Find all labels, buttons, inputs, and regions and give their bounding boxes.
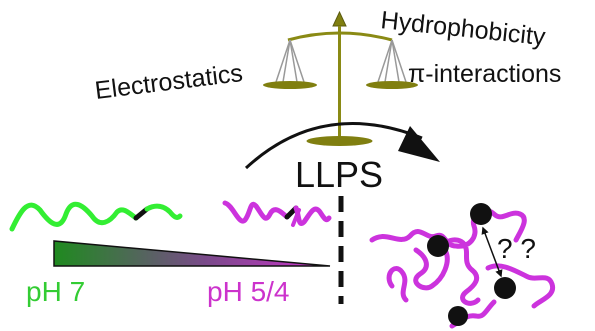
llps-arrow-curve [244, 122, 423, 170]
label-ph7: pH 7 [26, 276, 85, 307]
label-hydrophobicity: Hydrophobicity [379, 6, 547, 51]
right-pan [366, 39, 418, 89]
condensate: ? ? [369, 203, 556, 329]
magenta-chain [222, 200, 332, 227]
hydrophobic-bead-left [427, 235, 449, 257]
llps-arrow-head [398, 126, 440, 162]
left-pan [263, 39, 317, 89]
llps-arrow: LLPS [244, 122, 440, 195]
balance-base [306, 136, 373, 146]
ph-gradient: pH 7 pH 5/4 [26, 240, 331, 307]
green-chain [9, 201, 183, 232]
label-ph54: pH 5/4 [207, 276, 290, 307]
label-llps: LLPS [295, 154, 383, 195]
interaction-arrow [481, 226, 503, 278]
hydrophobic-bead-top [470, 203, 492, 225]
hydrophobic-bead-right [494, 277, 516, 299]
label-electrostatics: Electrostatics [93, 59, 244, 105]
label-question-marks: ? ? [497, 233, 536, 264]
balance-pivot [332, 10, 347, 27]
label-pi-interactions: π-interactions [408, 60, 561, 88]
hydrophobic-bead-bottom [448, 306, 468, 326]
ph-gradient-wedge [53, 240, 331, 267]
condensate-chain [369, 208, 556, 329]
